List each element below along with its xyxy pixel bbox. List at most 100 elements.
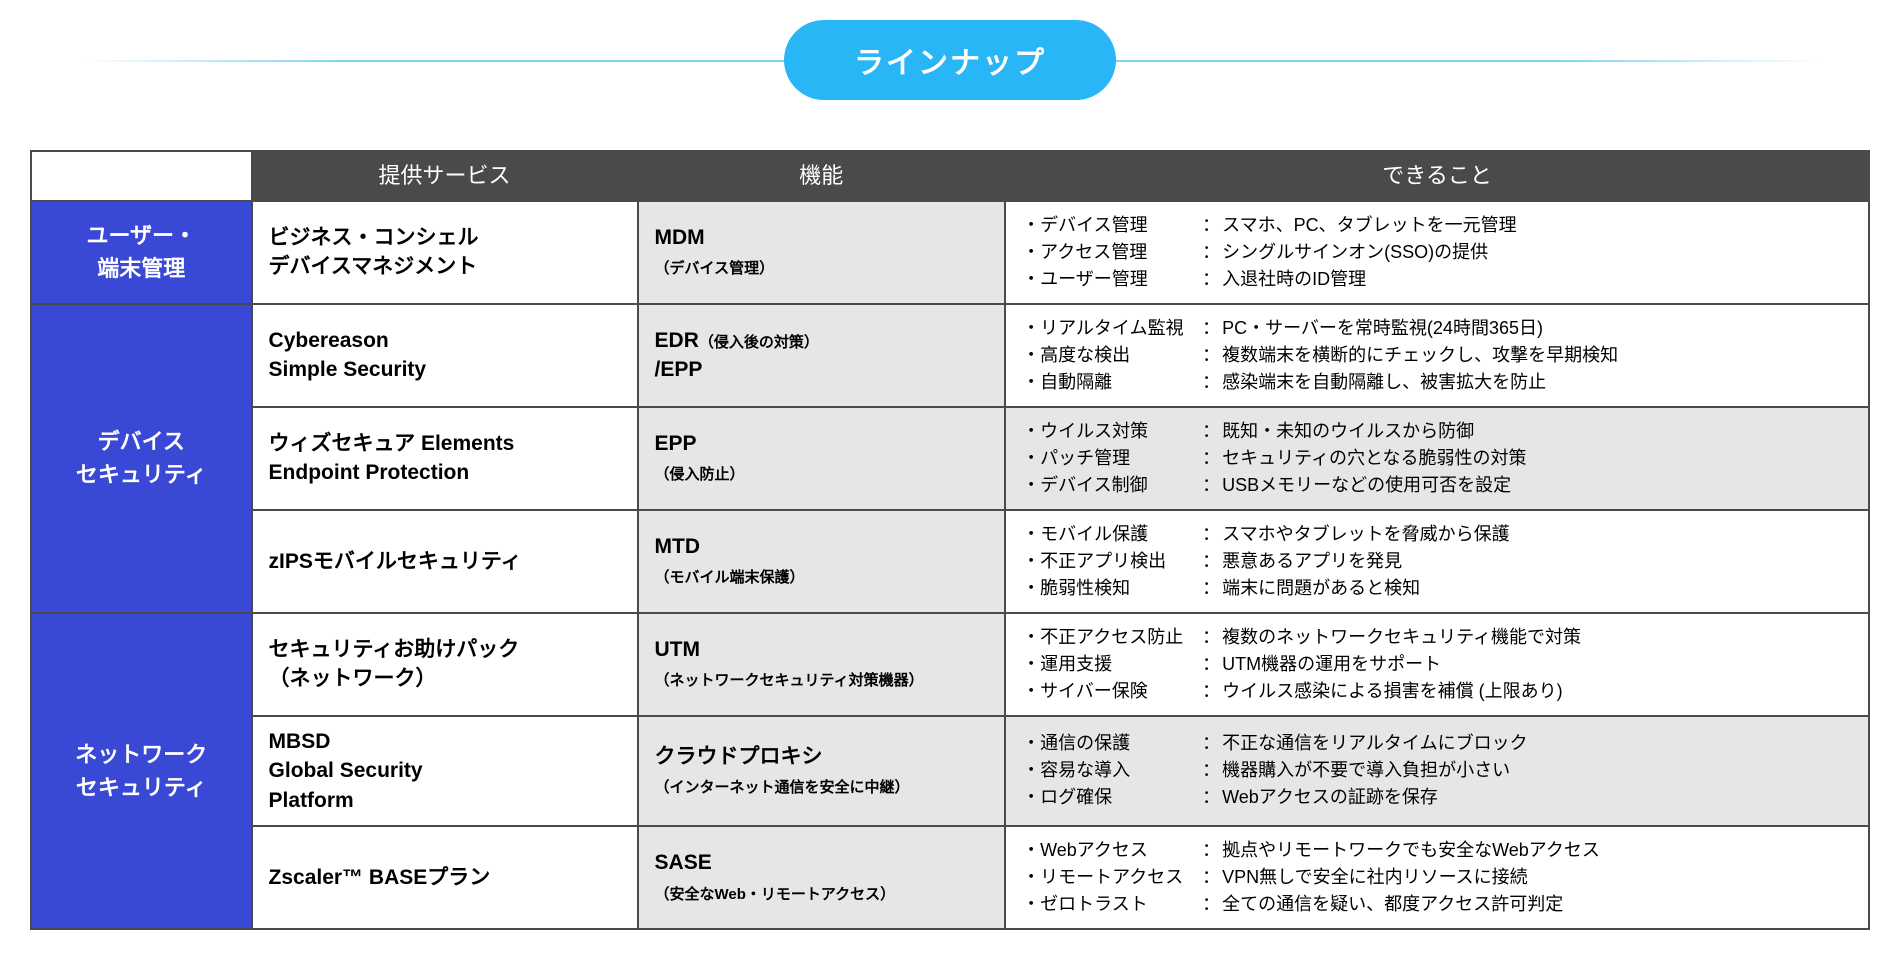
capability-desc: PC・サーバーを常時監視(24時間365日) bbox=[1222, 315, 1852, 342]
capability-separator: ： bbox=[1202, 730, 1222, 757]
capability-desc: UTM機器の運用をサポート bbox=[1222, 651, 1852, 678]
table-row: zIPSモバイルセキュリティMTD（モバイル端末保護） ・モバイル保護：スマホやタ… bbox=[31, 510, 1869, 613]
table-row: ウィズセキュア ElementsEndpoint ProtectionEPP（侵… bbox=[31, 407, 1869, 510]
service-cell: ビジネス・コンシェルデバイスマネジメント bbox=[252, 201, 638, 304]
category-cell: デバイスセキュリティ bbox=[31, 304, 252, 613]
capability-separator: ： bbox=[1202, 315, 1222, 342]
function-cell: MDM（デバイス管理） bbox=[638, 201, 1006, 304]
service-cell: CybereasonSimple Security bbox=[252, 304, 638, 407]
service-cell: セキュリティお助けパック（ネットワーク） bbox=[252, 613, 638, 716]
table-header-row: 提供サービス 機能 できること bbox=[31, 151, 1869, 201]
capability-item: ・高度な検出：複数端末を横断的にチェックし、攻撃を早期検知 bbox=[1022, 342, 1852, 369]
capability-desc: USBメモリーなどの使用可否を設定 bbox=[1222, 472, 1852, 499]
capability-label: ・パッチ管理 bbox=[1022, 445, 1202, 472]
capability-item: ・パッチ管理：セキュリティの穴となる脆弱性の対策 bbox=[1022, 445, 1852, 472]
service-cell: MBSDGlobal SecurityPlatform bbox=[252, 716, 638, 826]
capability-label: ・不正アクセス防止 bbox=[1022, 624, 1202, 651]
capability-item: ・モバイル保護：スマホやタブレットを脅威から保護 bbox=[1022, 521, 1852, 548]
function-cell: EDR（侵入後の対策）/EPP bbox=[638, 304, 1006, 407]
capability-separator: ： bbox=[1202, 864, 1222, 891]
capability-item: ・ユーザー管理：入退社時のID管理 bbox=[1022, 266, 1852, 293]
capability-separator: ： bbox=[1202, 784, 1222, 811]
capability-item: ・リモートアクセス：VPN無しで安全に社内リソースに接続 bbox=[1022, 864, 1852, 891]
capability-desc: セキュリティの穴となる脆弱性の対策 bbox=[1222, 445, 1852, 472]
capability-desc: 入退社時のID管理 bbox=[1222, 266, 1852, 293]
capability-label: ・高度な検出 bbox=[1022, 342, 1202, 369]
capability-label: ・Webアクセス bbox=[1022, 837, 1202, 864]
capability-desc: ウイルス感染による損害を補償 (上限あり) bbox=[1222, 678, 1852, 705]
capability-item: ・通信の保護：不正な通信をリアルタイムにブロック bbox=[1022, 730, 1852, 757]
capability-separator: ： bbox=[1202, 445, 1222, 472]
service-cell: ウィズセキュア ElementsEndpoint Protection bbox=[252, 407, 638, 510]
capability-separator: ： bbox=[1202, 342, 1222, 369]
capability-item: ・不正アプリ検出：悪意あるアプリを発見 bbox=[1022, 548, 1852, 575]
lineup-table: 提供サービス 機能 できること ユーザー・端末管理ビジネス・コンシェルデバイスマ… bbox=[30, 150, 1870, 930]
header-capability: できること bbox=[1005, 151, 1869, 201]
capability-item: ・リアルタイム監視：PC・サーバーを常時監視(24時間365日) bbox=[1022, 315, 1852, 342]
table-row: ネットワークセキュリティセキュリティお助けパック（ネットワーク）UTM（ネットワ… bbox=[31, 613, 1869, 716]
header-function: 機能 bbox=[638, 151, 1006, 201]
capability-separator: ： bbox=[1202, 624, 1222, 651]
capability-label: ・リモートアクセス bbox=[1022, 864, 1202, 891]
capability-label: ・リアルタイム監視 bbox=[1022, 315, 1202, 342]
capability-desc: 悪意あるアプリを発見 bbox=[1222, 548, 1852, 575]
capability-label: ・デバイス管理 bbox=[1022, 212, 1202, 239]
header-service: 提供サービス bbox=[252, 151, 638, 201]
capability-cell: ・通信の保護：不正な通信をリアルタイムにブロック・容易な導入：機器購入が不要で導… bbox=[1005, 716, 1869, 826]
capability-label: ・脆弱性検知 bbox=[1022, 575, 1202, 602]
capability-separator: ： bbox=[1202, 521, 1222, 548]
function-cell: UTM（ネットワークセキュリティ対策機器） bbox=[638, 613, 1006, 716]
function-cell: SASE（安全なWeb・リモートアクセス） bbox=[638, 826, 1006, 929]
capability-label: ・デバイス制御 bbox=[1022, 472, 1202, 499]
capability-cell: ・デバイス管理：スマホ、PC、タブレットを一元管理・アクセス管理：シングルサイン… bbox=[1005, 201, 1869, 304]
capability-desc: 不正な通信をリアルタイムにブロック bbox=[1222, 730, 1852, 757]
page-header: ラインナップ bbox=[30, 20, 1870, 100]
capability-desc: 全ての通信を疑い、都度アクセス許可判定 bbox=[1222, 891, 1852, 918]
capability-cell: ・不正アクセス防止：複数のネットワークセキュリティ機能で対策・運用支援：UTM機… bbox=[1005, 613, 1869, 716]
capability-cell: ・リアルタイム監視：PC・サーバーを常時監視(24時間365日)・高度な検出：複… bbox=[1005, 304, 1869, 407]
function-cell: MTD（モバイル端末保護） bbox=[638, 510, 1006, 613]
capability-item: ・ログ確保：Webアクセスの証跡を保存 bbox=[1022, 784, 1852, 811]
capability-separator: ： bbox=[1202, 239, 1222, 266]
capability-separator: ： bbox=[1202, 757, 1222, 784]
capability-desc: 複数端末を横断的にチェックし、攻撃を早期検知 bbox=[1222, 342, 1852, 369]
capability-label: ・不正アプリ検出 bbox=[1022, 548, 1202, 575]
function-cell: EPP（侵入防止） bbox=[638, 407, 1006, 510]
capability-separator: ： bbox=[1202, 678, 1222, 705]
capability-item: ・自動隔離：感染端末を自動隔離し、被害拡大を防止 bbox=[1022, 369, 1852, 396]
header-blank bbox=[31, 151, 252, 201]
table-row: ユーザー・端末管理ビジネス・コンシェルデバイスマネジメントMDM（デバイス管理）… bbox=[31, 201, 1869, 304]
capability-desc: 複数のネットワークセキュリティ機能で対策 bbox=[1222, 624, 1852, 651]
capability-item: ・不正アクセス防止：複数のネットワークセキュリティ機能で対策 bbox=[1022, 624, 1852, 651]
capability-separator: ： bbox=[1202, 472, 1222, 499]
capability-desc: VPN無しで安全に社内リソースに接続 bbox=[1222, 864, 1852, 891]
capability-label: ・運用支援 bbox=[1022, 651, 1202, 678]
capability-desc: 既知・未知のウイルスから防御 bbox=[1222, 418, 1852, 445]
capability-label: ・容易な導入 bbox=[1022, 757, 1202, 784]
capability-item: ・運用支援：UTM機器の運用をサポート bbox=[1022, 651, 1852, 678]
capability-desc: スマホやタブレットを脅威から保護 bbox=[1222, 521, 1852, 548]
capability-separator: ： bbox=[1202, 418, 1222, 445]
capability-desc: 感染端末を自動隔離し、被害拡大を防止 bbox=[1222, 369, 1852, 396]
capability-desc: スマホ、PC、タブレットを一元管理 bbox=[1222, 212, 1852, 239]
capability-item: ・ウイルス対策：既知・未知のウイルスから防御 bbox=[1022, 418, 1852, 445]
capability-separator: ： bbox=[1202, 212, 1222, 239]
capability-separator: ： bbox=[1202, 575, 1222, 602]
capability-cell: ・Webアクセス：拠点やリモートワークでも安全なWebアクセス・リモートアクセス… bbox=[1005, 826, 1869, 929]
capability-label: ・ログ確保 bbox=[1022, 784, 1202, 811]
capability-desc: 拠点やリモートワークでも安全なWebアクセス bbox=[1222, 837, 1852, 864]
service-cell: zIPSモバイルセキュリティ bbox=[252, 510, 638, 613]
capability-separator: ： bbox=[1202, 266, 1222, 293]
capability-label: ・ゼロトラスト bbox=[1022, 891, 1202, 918]
capability-desc: シングルサインオン(SSO)の提供 bbox=[1222, 239, 1852, 266]
title-pill: ラインナップ bbox=[784, 20, 1116, 100]
table-row: MBSDGlobal SecurityPlatformクラウドプロキシ（インター… bbox=[31, 716, 1869, 826]
capability-separator: ： bbox=[1202, 369, 1222, 396]
capability-item: ・アクセス管理：シングルサインオン(SSO)の提供 bbox=[1022, 239, 1852, 266]
capability-separator: ： bbox=[1202, 891, 1222, 918]
table-row: デバイスセキュリティCybereasonSimple SecurityEDR（侵… bbox=[31, 304, 1869, 407]
capability-desc: 端末に問題があると検知 bbox=[1222, 575, 1852, 602]
function-cell: クラウドプロキシ（インターネット通信を安全に中継） bbox=[638, 716, 1006, 826]
category-cell: ネットワークセキュリティ bbox=[31, 613, 252, 929]
service-cell: Zscaler™ BASEプラン bbox=[252, 826, 638, 929]
